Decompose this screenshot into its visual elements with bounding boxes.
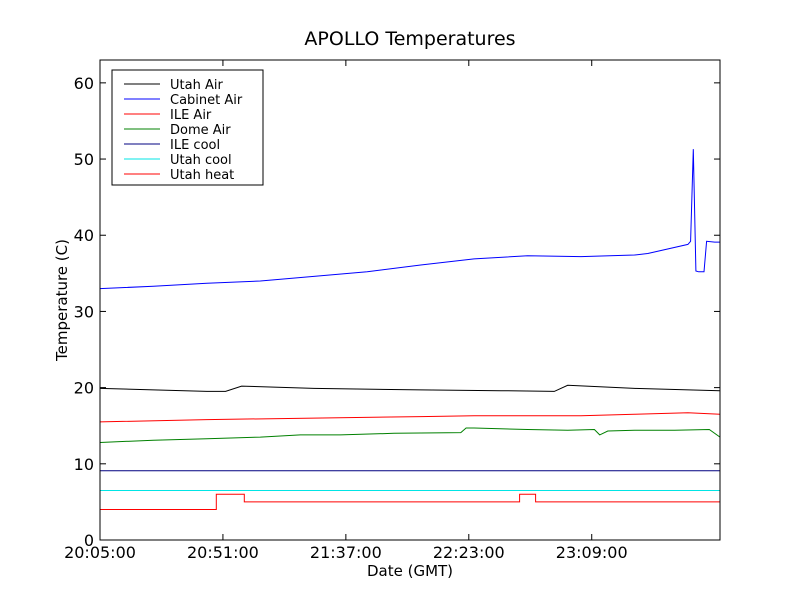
x-tick-label: 20:05:00 [64,543,136,562]
legend-label: Utah Air [170,78,223,93]
legend-label: Dome Air [170,123,231,138]
chart-title: APOLLO Temperatures [304,28,515,50]
axis-ticks: 0 10 20 30 40 50 60 20:05:00 20:51:00 21:37:00 22:… [64,60,720,562]
legend-label: ILE Air [170,108,212,123]
x-tick-label: 23:09:00 [556,543,628,562]
x-axis-label: Date (GMT) [367,562,453,580]
series-line-cabinet-air [99,149,720,290]
y-tick-label: 0 [84,531,94,550]
y-tick-label: 60 [74,74,94,93]
legend-label: Utah heat [170,168,234,183]
y-tick-label: 30 [74,302,94,321]
x-tick-label: 22:23:00 [433,543,505,562]
legend-box [111,69,264,186]
y-tick-label: 20 [74,379,94,398]
legend-label: ILE cool [170,138,220,153]
y-tick-label: 40 [74,226,94,245]
plot-area [99,149,721,510]
series-line-ile-air [99,412,721,423]
x-tick-label: 21:37:00 [310,543,382,562]
series-line-dome-air [99,427,721,443]
y-tick-label: 10 [74,455,94,474]
legend-label: Utah cool [170,153,232,168]
series-line-utah-air [99,384,721,392]
y-tick-label: 50 [74,150,94,169]
legend-label: Cabinet Air [170,93,243,108]
y-axis-label: Temperature (C) [53,239,71,362]
plot-frame [99,59,721,541]
x-tick-label: 20:51:00 [187,543,259,562]
series-line-utah-heat [100,493,720,510]
